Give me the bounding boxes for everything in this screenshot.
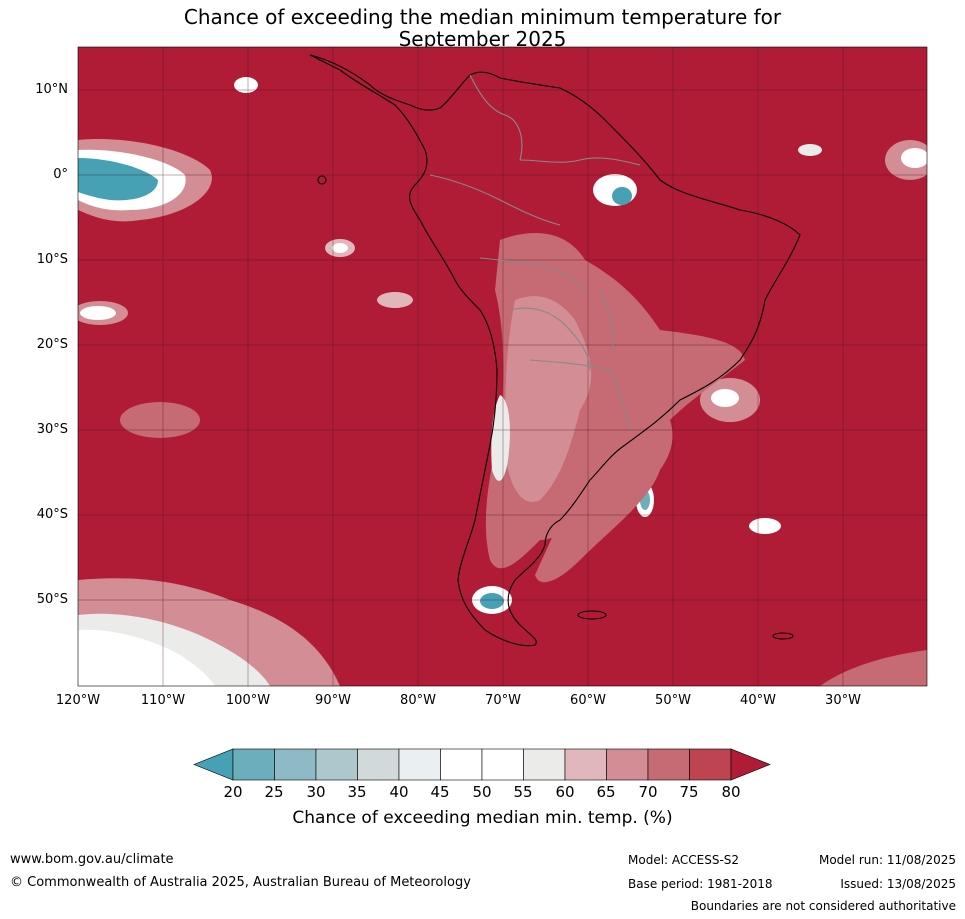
probability-contour-pacific-equator-core [78,158,158,201]
graticule [78,47,927,686]
colorbar-tick-label: 70 [638,783,658,801]
lat-label: 10°S [36,252,68,267]
lon-label: 30°W [825,693,861,708]
probability-contour-atlantic-band [535,470,660,583]
colorbar-extend-low [193,748,234,781]
colorbar-segment [606,748,649,781]
colorbar-tick-label: 80 [721,783,741,801]
footer-issued: Issued: 13/08/2025 [840,877,956,891]
colorbar-tick-label: 20 [223,783,243,801]
colorbar-segment [564,748,607,781]
colorbar-segment [357,748,400,781]
colorbar-tick-label: 60 [555,783,575,801]
footer-url[interactable]: www.bom.gov.au/climate [10,852,174,867]
colorbar-segment [481,748,524,781]
lon-label: 110°W [140,693,186,708]
probability-contour-patch [332,243,348,253]
chart-title-line2: September 2025 [398,27,567,51]
colorbar-tick-label: 35 [347,783,367,801]
lon-label: 40°W [740,693,776,708]
lon-label: 90°W [315,693,351,708]
colorbar-segment [689,748,732,781]
footer-model: Model: ACCESS-S2 [628,853,740,867]
galapagos [317,175,327,185]
colorbar-segment [232,748,275,781]
colorbar-segment [315,748,358,781]
probability-contour-patch [234,77,258,93]
lat-label: 30°S [36,422,68,437]
colorbar-tick-label: 40 [389,783,409,801]
map-frame [77,46,928,687]
probability-contour-andes [491,395,510,481]
chart-title-line1: Chance of exceeding the median minimum t… [183,5,782,29]
probability-contour-patch [80,306,116,320]
colorbar-label: Chance of exceeding median min. temp. (%… [292,808,673,828]
footer-boundaries-note: Boundaries are not considered authoritat… [690,899,956,913]
south-georgia [772,632,794,640]
colorbar-tick-label: 25 [264,783,284,801]
colorbar-tick-label: 45 [430,783,450,801]
lat-label: 20°S [36,337,68,352]
probability-contour-patch [120,402,200,438]
colorbar-segment [440,748,483,781]
probability-contour-patch [612,187,632,205]
colorbar-extend-high [730,748,771,781]
colorbar-segment [523,748,566,781]
footer-base-period: Base period: 1981-2018 [628,877,773,891]
lon-label: 120°W [55,693,101,708]
colorbar-tick-label: 75 [679,783,699,801]
probability-contour-patch [798,144,822,156]
footer-model-run: Model run: 11/08/2025 [818,853,956,867]
probability-contour-patch [711,389,739,407]
lat-label: 0° [53,167,68,182]
probability-contour-land-inner [505,296,592,502]
probability-contour-patch [901,148,927,168]
colorbar-tick-label: 30 [306,783,326,801]
lon-label: 70°W [485,693,521,708]
colorbar [193,748,771,781]
south-america-coastline [309,54,801,647]
map-background [78,47,927,686]
probability-contour-patch [749,518,781,534]
footer-copyright: © Commonwealth of Australia 2025, Austra… [10,875,471,890]
lat-label: 10°N [35,82,68,97]
lon-label: 50°W [655,693,691,708]
lon-label: 100°W [225,693,271,708]
probability-contour-patch [377,292,413,308]
probability-contour-patagonia-core [480,593,504,609]
colorbar-tick-label: 55 [513,783,533,801]
colorbar-segment [398,748,441,781]
colorbar-segment [647,748,690,781]
country-boundaries [429,74,641,431]
colorbar-segment [274,748,317,781]
colorbar-tick-label: 65 [596,783,616,801]
colorbar-tick-label: 50 [472,783,492,801]
lat-label: 40°S [36,507,68,522]
probability-contour-southern-ocean-core [78,629,215,686]
lon-label: 80°W [400,693,436,708]
falkland-islands [577,610,607,620]
lon-label: 60°W [570,693,606,708]
probability-contour-southern-east [820,650,927,686]
lat-label: 50°S [36,592,68,607]
